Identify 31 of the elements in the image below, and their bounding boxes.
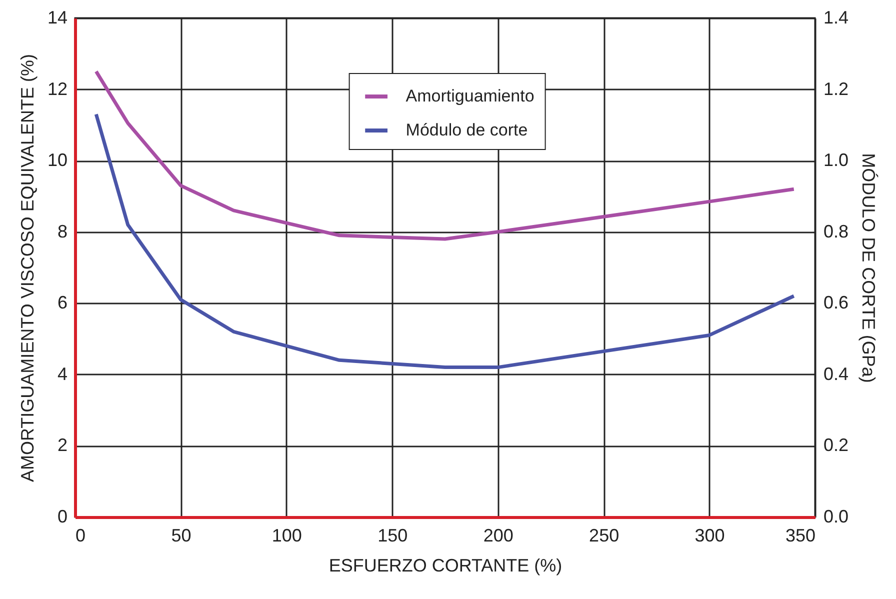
y2-tick-label: 1.2 — [824, 78, 849, 99]
y2-tick-label: 0.2 — [824, 435, 849, 456]
y-tick-label: 14 — [47, 8, 68, 28]
y-tick-label: 0 — [57, 506, 68, 526]
x-tick-label: 100 — [272, 526, 302, 546]
y2-tick-label: 0.6 — [824, 292, 849, 313]
x-axis-title: ESFUERZO CORTANTE (%) — [328, 556, 562, 576]
legend-label: Amortiguamiento — [406, 86, 534, 106]
y-tick-label: 12 — [47, 78, 68, 99]
y2-axis-title: MÓDULO DE CORTE (GPa) — [858, 153, 879, 383]
x-tick-label: 200 — [483, 526, 514, 546]
y-tick-label: 4 — [57, 364, 68, 384]
line-series — [94, 112, 796, 370]
y-tick-label: 6 — [57, 292, 68, 313]
y2-tick-label: 0.4 — [824, 364, 849, 384]
y2-tick-label: 0.0 — [824, 506, 849, 526]
legend-label: Módulo de corte — [406, 120, 528, 140]
x-tick-label: 150 — [378, 526, 408, 546]
x-tick-label: 350 — [785, 526, 816, 546]
x-tick-label: 0 — [76, 526, 86, 546]
y-tick-label: 2 — [57, 435, 68, 456]
y2-tick-label: 1.0 — [824, 150, 849, 170]
y-tick-label: 10 — [47, 150, 68, 170]
y2-tick-label: 1.4 — [824, 8, 849, 28]
y2-tick-label: 0.8 — [824, 221, 849, 242]
line-series — [94, 70, 796, 241]
x-tick-label: 300 — [694, 526, 725, 546]
x-tick-label: 50 — [171, 526, 192, 546]
y-axis-title: AMORTIGUAMIENTO VISCOSO EQUIVALENTE (%) — [17, 54, 38, 482]
x-tick-label: 250 — [589, 526, 620, 546]
y-tick-label: 8 — [57, 221, 68, 242]
